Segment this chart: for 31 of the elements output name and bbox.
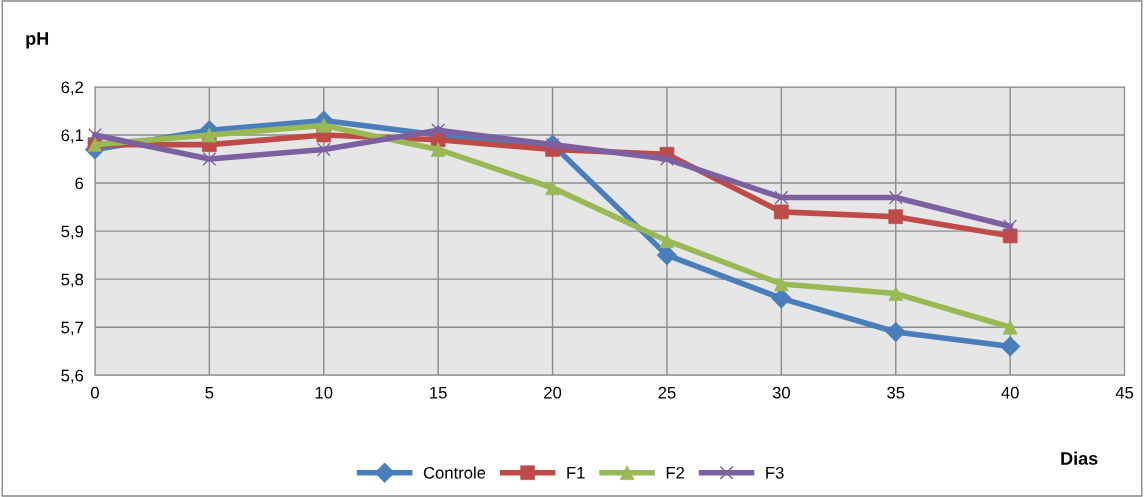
x-tick-label: 40 <box>1001 386 1019 399</box>
y-tick-label: 5,9 <box>61 225 84 240</box>
x-tick-label: 5 <box>205 386 214 399</box>
x-tick-label: 20 <box>544 386 562 399</box>
x-tick-label: 0 <box>90 386 99 399</box>
x-tick-label: 10 <box>315 386 333 399</box>
x-tick-label: 25 <box>658 386 676 399</box>
point <box>316 142 331 157</box>
point <box>660 152 674 166</box>
legend-label: F3 <box>766 466 784 479</box>
y-tick-label: 6,2 <box>61 81 84 96</box>
y-tick-label: 5,7 <box>61 321 84 336</box>
y-tick-label: 6,1 <box>61 129 84 144</box>
legend-label: Controle <box>423 466 486 479</box>
y-tick-label: 6 <box>75 177 84 190</box>
x-tick-label: 45 <box>1115 386 1134 399</box>
x-tick-label: 35 <box>887 386 905 399</box>
point <box>88 128 102 142</box>
x-tick-label: 30 <box>772 386 790 399</box>
x-axis-title: Dias <box>1061 451 1098 465</box>
point <box>431 123 446 138</box>
legend-label: F2 <box>666 466 685 479</box>
point <box>202 152 217 166</box>
point <box>1003 219 1018 234</box>
legend-label: F1 <box>567 467 585 479</box>
y-tick-label: 5,6 <box>61 369 84 384</box>
point <box>888 190 903 205</box>
y-tick-label: 5,8 <box>61 273 84 288</box>
point <box>774 190 789 205</box>
x-tick-label: 15 <box>430 386 447 399</box>
y-axis-title: pH <box>26 32 49 49</box>
